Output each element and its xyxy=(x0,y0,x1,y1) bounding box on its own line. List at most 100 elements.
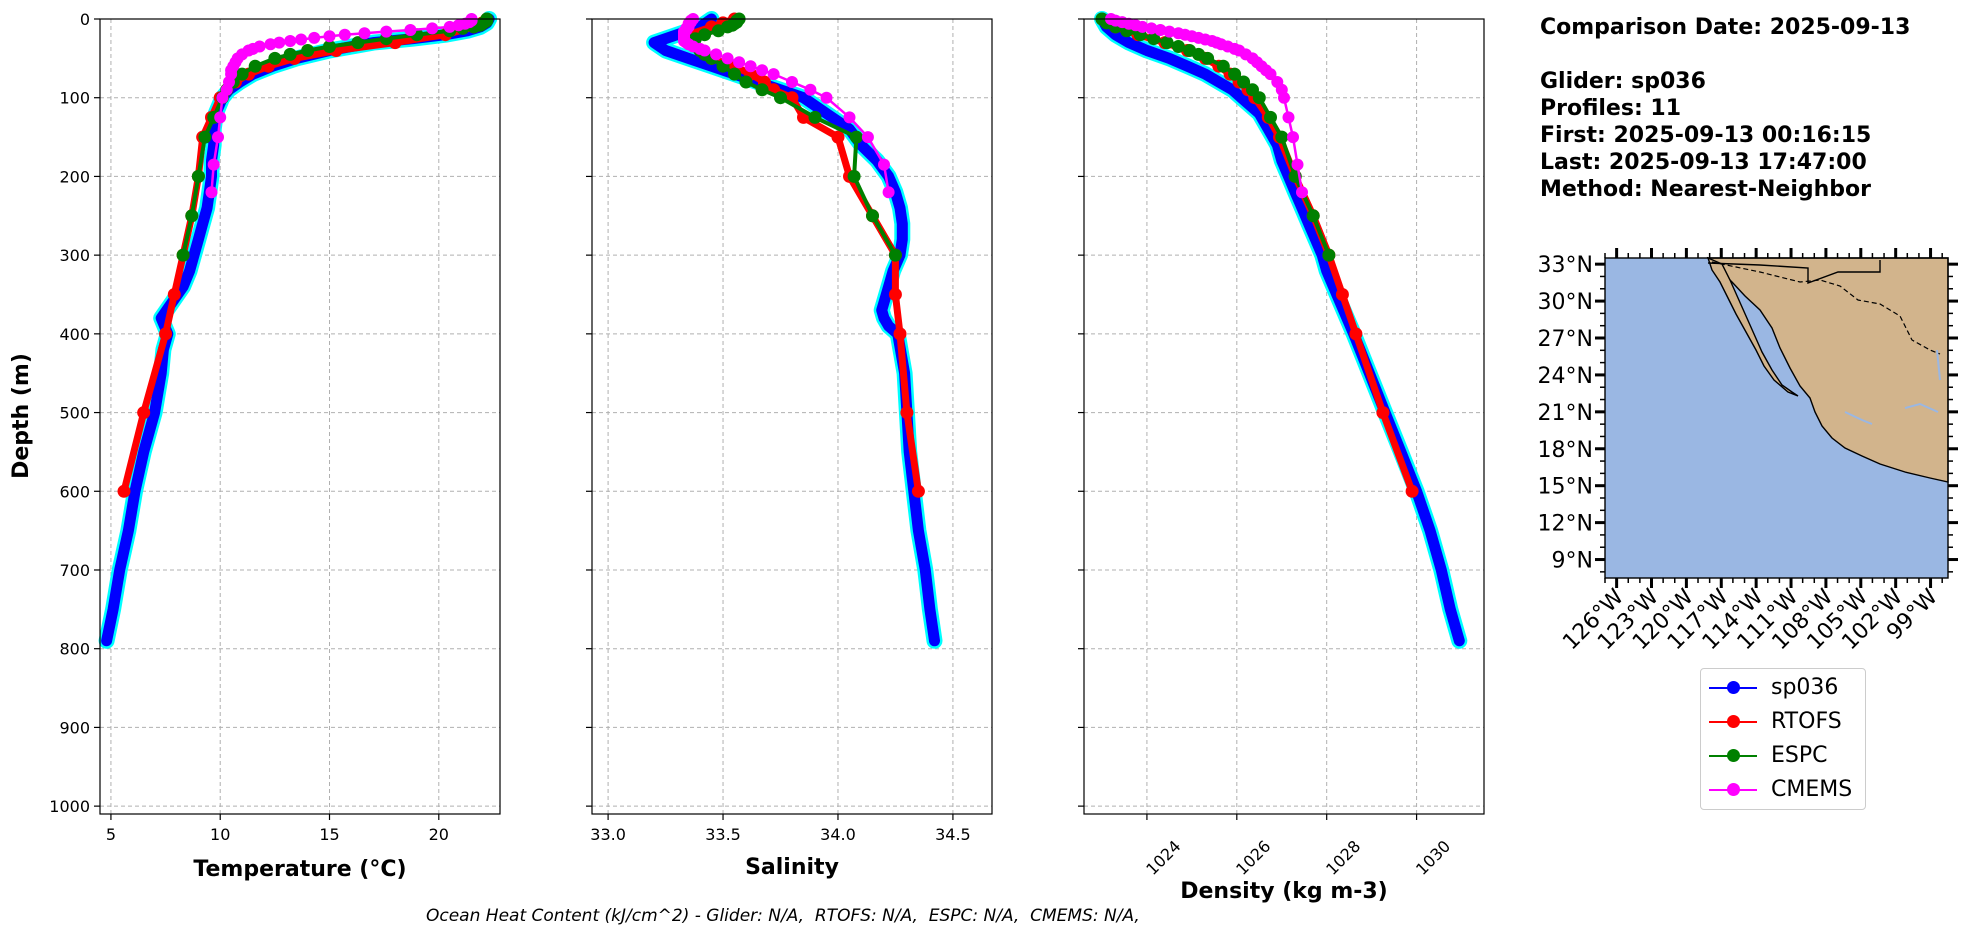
legend-item-rtofs: RTOFS xyxy=(1701,707,1865,737)
series-line-sp036 xyxy=(1096,13,1465,647)
series-point-espc xyxy=(1216,59,1230,73)
series-point-cmems xyxy=(733,56,746,69)
series-point-cmems xyxy=(786,76,798,88)
series-point-espc xyxy=(301,44,315,57)
series-point-cmems xyxy=(861,131,874,144)
series-point-espc xyxy=(888,248,902,262)
ytick-label: 800 xyxy=(59,640,90,659)
legend-marker-espc xyxy=(1727,749,1740,762)
series-point-espc xyxy=(755,83,769,97)
interpolation-method: Method: Nearest-Neighbor xyxy=(1540,177,1871,202)
map-frame xyxy=(1604,257,1949,579)
legend-label-espc: ESPC xyxy=(1771,743,1828,768)
series-line-cmems xyxy=(682,17,890,193)
series-point-cmems xyxy=(878,158,890,171)
series-point-espc xyxy=(283,47,297,61)
series-point-cmems xyxy=(443,20,456,33)
map-border-us xyxy=(1707,260,1881,285)
series-point-espc xyxy=(268,51,282,65)
legend-item-espc: ESPC xyxy=(1701,741,1865,771)
xtick-label: 34.0 xyxy=(820,825,856,844)
series-point-espc xyxy=(1264,110,1277,124)
series-point-espc xyxy=(1160,36,1174,50)
comparison-info: Comparison Date: 2025-09-13 Glider: sp03… xyxy=(1540,14,1910,203)
series-point-espc xyxy=(1252,91,1266,105)
series-point-cmems xyxy=(882,186,895,199)
series-point-rtofs xyxy=(900,406,914,420)
series-point-rtofs xyxy=(1405,484,1419,498)
map-lat-label: 18°N xyxy=(1538,438,1593,463)
xtick-label: 33.0 xyxy=(590,825,626,844)
legend-item-cmems: CMEMS xyxy=(1701,775,1865,805)
series-point-cmems xyxy=(843,111,856,124)
series-point-rtofs xyxy=(1335,288,1349,301)
series-point-espc xyxy=(1322,248,1336,262)
series-point-cmems xyxy=(1163,25,1176,38)
series-line-sp036 xyxy=(648,13,940,647)
ytick-label: 1000 xyxy=(49,797,90,816)
xtick-label: 1030 xyxy=(1412,837,1454,879)
legend-marker-sp036 xyxy=(1727,681,1740,694)
salinity-xlabel: Salinity xyxy=(745,855,839,880)
last-profile-time: Last: 2025-09-13 17:47:00 xyxy=(1540,150,1867,175)
series-point-espc xyxy=(728,67,741,81)
map-land-mexico xyxy=(1706,257,1949,483)
temperature-panel: 5 10 15 20 0 100 200 300 400 500 600 700 800 900 1000… xyxy=(9,10,501,882)
xtick-label: 33.5 xyxy=(705,825,741,844)
series-point-cmems xyxy=(744,60,757,73)
xtick-label: 10 xyxy=(210,825,230,844)
series-point-cmems xyxy=(710,48,723,61)
series-point-cmems xyxy=(820,91,833,104)
ytick-label: 500 xyxy=(59,404,90,423)
map-lat-label: 30°N xyxy=(1538,290,1593,315)
series-point-cmems xyxy=(767,68,780,81)
series-point-cmems xyxy=(756,64,769,77)
series-point-cmems xyxy=(264,38,277,51)
ytick-label: 0 xyxy=(80,10,90,29)
legend-item-sp036: sp036 xyxy=(1701,673,1865,703)
map-lat-label: 12°N xyxy=(1538,512,1593,537)
xtick-label: 5 xyxy=(106,825,116,844)
series-point-cmems xyxy=(284,35,297,47)
ytick-label: 900 xyxy=(59,718,90,737)
xtick-label: 15 xyxy=(319,825,339,844)
series-point-cmems xyxy=(205,186,218,199)
series-point-espc xyxy=(1171,40,1185,53)
map-lat-label: 24°N xyxy=(1538,364,1593,389)
series-point-espc xyxy=(849,130,863,144)
density-axes-frame xyxy=(1083,18,1485,815)
location-map: 33°N30°N27°N24°N21°N18°N15°N12°N9°N126°W… xyxy=(1538,248,1958,655)
series-point-cmems xyxy=(1287,131,1299,144)
series-point-cmems xyxy=(212,131,224,144)
series-point-espc xyxy=(774,91,787,105)
temperature-axes-frame xyxy=(99,18,501,815)
ytick-label: 400 xyxy=(59,325,90,344)
series-point-rtofs xyxy=(1376,406,1390,420)
series-point-espc xyxy=(191,169,205,183)
legend-marker-cmems xyxy=(1727,783,1740,796)
map-border-dashed xyxy=(1711,261,1941,355)
series-point-espc xyxy=(711,24,725,38)
map-lat-label: 15°N xyxy=(1538,475,1593,500)
series-point-rtofs xyxy=(888,288,902,301)
map-lat-label: 27°N xyxy=(1538,327,1593,352)
series-point-cmems xyxy=(1291,158,1304,171)
xtick-label: 34.5 xyxy=(935,825,971,844)
series-point-rtofs xyxy=(167,288,181,301)
series-point-espc xyxy=(176,248,190,262)
series-point-rtofs xyxy=(1349,327,1363,341)
series-point-espc xyxy=(847,169,861,183)
glider-range-band xyxy=(1094,11,1468,649)
series-point-cmems xyxy=(1282,111,1295,124)
series-point-cmems xyxy=(1296,186,1308,199)
comparison-date: Comparison Date: 2025-09-13 xyxy=(1540,15,1911,40)
series-point-rtofs xyxy=(159,327,173,341)
density-panel: 1024 1026 1028 1030 Density (kg m-3) xyxy=(1078,11,1485,904)
series-point-espc xyxy=(1306,209,1320,223)
ytick-label: 200 xyxy=(59,167,90,186)
series-point-cmems xyxy=(295,33,308,46)
xtick-label: 1026 xyxy=(1232,837,1274,879)
salinity-axes-frame xyxy=(591,18,993,815)
series-point-cmems xyxy=(804,83,817,96)
